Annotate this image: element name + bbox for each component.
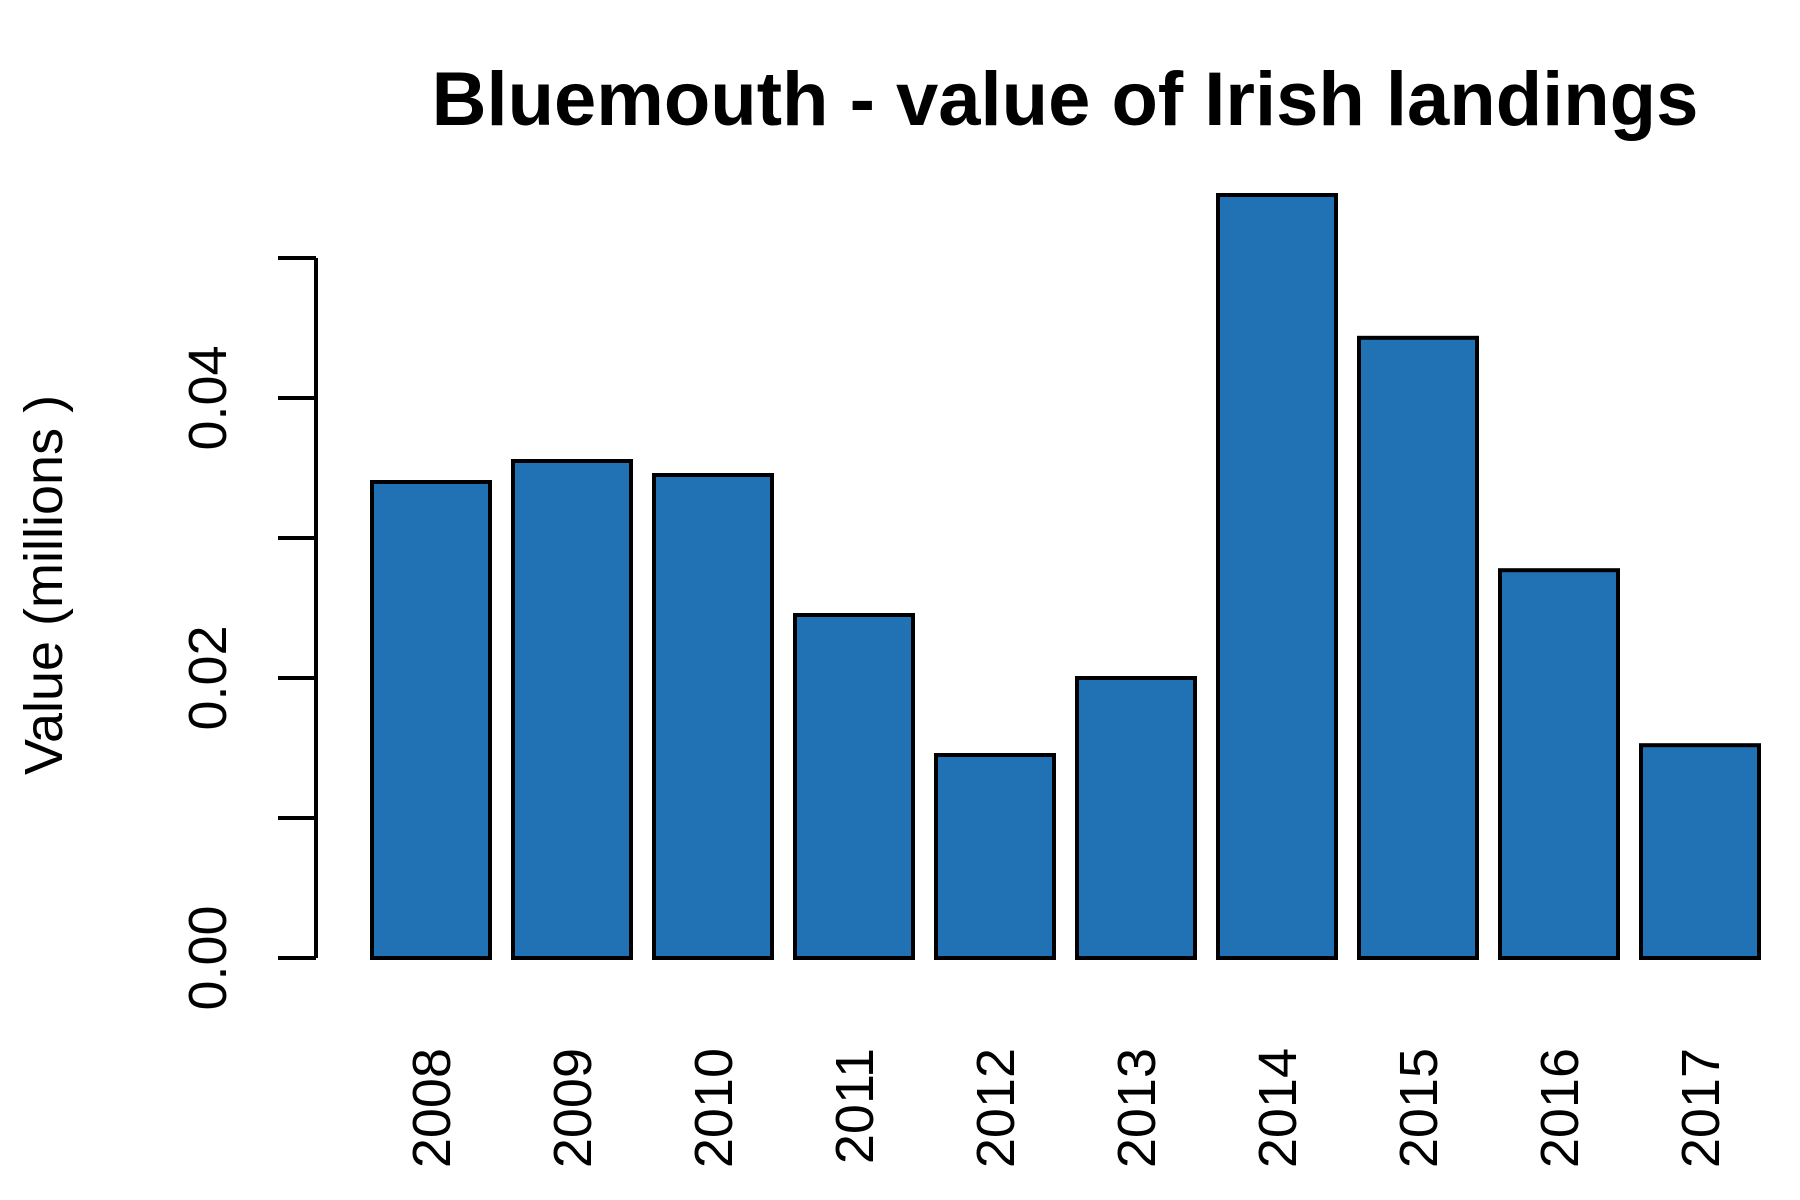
y-axis-label: Value (millions ) [14, 395, 74, 775]
x-tick-label: 2012 [966, 1048, 1026, 1168]
x-tick-label: 2015 [1389, 1048, 1449, 1168]
y-tick-label: 0.04 [178, 345, 238, 450]
bar-2017 [1639, 743, 1761, 961]
bar-2014 [1216, 193, 1338, 960]
bar-2011 [793, 613, 915, 960]
x-tick-label: 2013 [1107, 1048, 1167, 1168]
y-tick-label: 0.02 [178, 625, 238, 730]
bars-group [370, 193, 1761, 961]
bar-2009 [511, 459, 633, 960]
bar-2013 [1075, 676, 1197, 960]
x-tick-label: 2014 [1248, 1048, 1308, 1168]
x-tick-label: 2017 [1671, 1048, 1731, 1168]
bar-2016 [1498, 568, 1620, 960]
bar-2015 [1357, 335, 1479, 960]
bar-2010 [652, 473, 774, 960]
x-tick-label: 2009 [543, 1048, 603, 1168]
x-tick-label: 2008 [402, 1048, 462, 1168]
bar-2008 [370, 480, 492, 960]
y-tick-label: 0.00 [178, 905, 238, 1010]
y-axis: 0.00 0.02 0.04 [178, 256, 318, 1011]
x-tick-label: 2010 [684, 1048, 744, 1168]
chart-title: Bluemouth - value of Irish landings [432, 57, 1699, 142]
x-tick-label: 2011 [825, 1048, 885, 1164]
x-axis-tick-labels: 2008 2009 2010 2011 2012 2013 2014 2015 2016 2017 [402, 1048, 1731, 1168]
bar-2012 [934, 753, 1056, 960]
x-tick-label: 2016 [1530, 1048, 1590, 1168]
